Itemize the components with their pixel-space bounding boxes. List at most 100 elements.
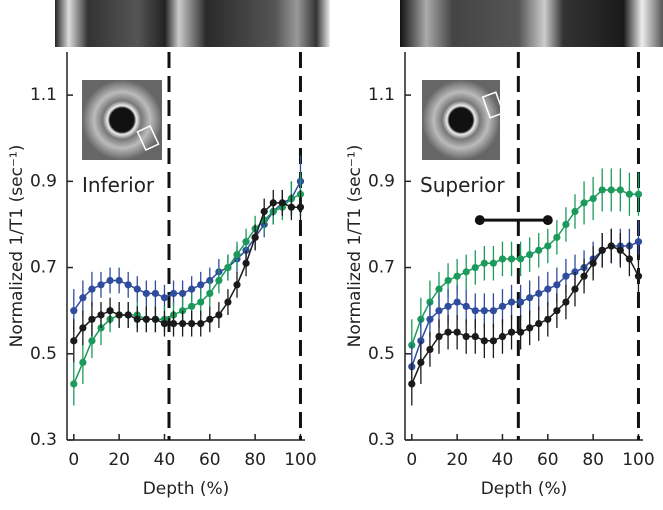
data-point <box>562 272 570 280</box>
data-point <box>444 302 452 310</box>
data-point <box>188 320 196 328</box>
data-point <box>634 190 643 198</box>
data-point <box>115 276 123 285</box>
data-point <box>616 186 624 194</box>
data-point <box>215 311 223 319</box>
data-point <box>70 307 78 315</box>
y-tick-label: 0.5 <box>30 344 57 364</box>
data-point <box>571 285 579 293</box>
x-tick-label: 100 <box>622 450 654 470</box>
data-point <box>589 194 597 203</box>
data-point <box>580 199 588 207</box>
data-point <box>535 246 543 254</box>
data-point <box>169 289 178 298</box>
panel-label: Superior <box>420 173 505 197</box>
data-point <box>480 337 488 345</box>
data-point <box>97 311 105 319</box>
data-point <box>124 281 132 289</box>
series <box>408 220 643 389</box>
data-point <box>169 320 178 328</box>
data-point <box>589 259 597 267</box>
series-line <box>73 180 302 312</box>
data-point <box>426 315 434 323</box>
data-point <box>517 328 525 336</box>
data-point <box>233 251 241 259</box>
data-point <box>417 358 425 366</box>
y-axis-label: Normalized 1/T1 (sec⁻¹) <box>345 145 365 348</box>
data-point <box>296 203 305 211</box>
data-point <box>498 302 507 310</box>
data-point <box>526 294 534 302</box>
data-point <box>498 255 507 263</box>
x-tick-label: 80 <box>244 450 266 470</box>
data-point <box>553 281 561 289</box>
data-point <box>142 315 150 323</box>
data-point <box>70 380 78 388</box>
data-point <box>625 255 634 263</box>
data-point <box>507 298 516 306</box>
data-point <box>435 285 443 293</box>
data-point <box>498 332 507 341</box>
inset-image <box>82 80 162 160</box>
series-line <box>411 189 639 346</box>
data-point <box>607 186 615 194</box>
x-tick-label: 40 <box>154 450 176 470</box>
data-point <box>88 285 96 293</box>
x-tick-label: 100 <box>284 450 316 470</box>
data-point <box>462 302 470 310</box>
x-tick-label: 0 <box>406 450 417 470</box>
data-point <box>435 332 443 341</box>
data-point <box>426 345 434 354</box>
data-point <box>179 320 187 328</box>
series <box>70 172 305 406</box>
data-point <box>224 298 232 306</box>
data-point <box>462 268 470 276</box>
data-point <box>544 242 552 250</box>
y-tick-label: 0.9 <box>368 171 395 191</box>
data-point <box>106 307 114 315</box>
data-point <box>269 199 277 207</box>
data-point <box>79 358 87 366</box>
data-point <box>106 276 114 285</box>
data-point <box>242 238 250 246</box>
data-point <box>480 307 488 315</box>
data-point <box>233 281 241 289</box>
x-tick-label: 60 <box>199 450 221 470</box>
range-bar-end <box>542 215 553 226</box>
data-point <box>242 259 250 267</box>
data-point <box>580 272 588 280</box>
data-point <box>251 233 259 241</box>
series <box>408 168 643 372</box>
range-bar-end <box>474 215 485 226</box>
data-point <box>444 276 452 285</box>
data-point <box>151 289 159 298</box>
data-point <box>517 255 525 263</box>
inset-image <box>422 80 505 160</box>
data-point <box>616 246 624 254</box>
data-point <box>544 285 552 293</box>
data-point <box>206 289 214 298</box>
data-point <box>124 311 132 319</box>
depth-strip <box>400 0 663 47</box>
data-point <box>553 307 561 315</box>
data-point <box>462 332 470 341</box>
data-point <box>553 233 561 241</box>
data-point <box>480 259 488 267</box>
y-tick-label: 1.1 <box>368 85 395 105</box>
x-tick-label: 20 <box>446 450 468 470</box>
data-point <box>562 298 570 306</box>
x-axis-label: Depth (%) <box>143 479 230 499</box>
data-point <box>634 238 643 246</box>
data-point <box>278 199 286 207</box>
data-point <box>287 203 295 211</box>
data-point <box>489 337 497 345</box>
data-point <box>115 311 123 319</box>
data-point <box>571 207 579 216</box>
data-point <box>79 294 87 302</box>
data-point <box>489 307 497 315</box>
data-point <box>188 285 196 293</box>
data-point <box>197 298 205 306</box>
data-point <box>634 272 643 280</box>
data-point <box>142 289 150 298</box>
data-point <box>544 315 552 323</box>
